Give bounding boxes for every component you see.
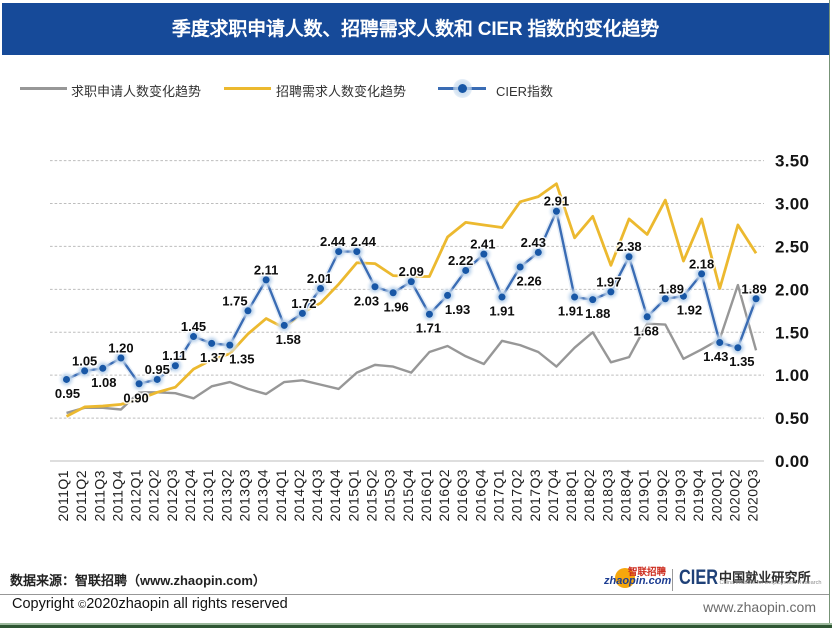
svg-text:2.50: 2.50 (775, 237, 809, 256)
svg-text:3.50: 3.50 (775, 152, 809, 171)
svg-text:2013Q1: 2013Q1 (200, 469, 216, 522)
svg-text:1.92: 1.92 (677, 303, 702, 318)
svg-text:2019Q2: 2019Q2 (654, 469, 670, 522)
svg-text:0.90: 0.90 (123, 390, 148, 405)
svg-text:0.00: 0.00 (775, 452, 809, 471)
svg-text:1.93: 1.93 (445, 302, 470, 317)
svg-text:1.75: 1.75 (222, 293, 247, 308)
svg-text:2015Q2: 2015Q2 (363, 469, 379, 522)
svg-text:2017Q3: 2017Q3 (527, 469, 543, 522)
svg-text:1.71: 1.71 (416, 321, 441, 336)
svg-text:2015Q3: 2015Q3 (382, 469, 398, 522)
svg-text:1.89: 1.89 (741, 281, 766, 296)
svg-text:2012Q4: 2012Q4 (182, 469, 198, 522)
svg-text:1.68: 1.68 (634, 323, 659, 338)
svg-text:1.50: 1.50 (775, 323, 809, 342)
svg-text:2015Q1: 2015Q1 (345, 469, 361, 522)
svg-text:2014Q2: 2014Q2 (291, 469, 307, 522)
svg-text:0.95: 0.95 (55, 386, 80, 401)
svg-text:2018Q3: 2018Q3 (599, 469, 615, 522)
svg-text:2012Q1: 2012Q1 (128, 469, 144, 522)
svg-text:2015Q4: 2015Q4 (400, 469, 416, 522)
svg-text:2.18: 2.18 (689, 256, 714, 271)
svg-text:1.35: 1.35 (229, 352, 254, 367)
svg-text:1.45: 1.45 (181, 319, 206, 334)
svg-text:2018Q2: 2018Q2 (581, 469, 597, 522)
svg-text:2017Q1: 2017Q1 (491, 469, 507, 522)
svg-text:1.11: 1.11 (162, 348, 187, 363)
svg-text:2.91: 2.91 (544, 194, 569, 209)
svg-text:2011Q3: 2011Q3 (91, 470, 107, 521)
svg-text:2018Q4: 2018Q4 (618, 469, 634, 522)
svg-text:2020Q3: 2020Q3 (745, 469, 761, 522)
svg-text:2013Q2: 2013Q2 (218, 469, 234, 522)
svg-text:2.01: 2.01 (307, 271, 332, 286)
svg-text:3.00: 3.00 (775, 195, 809, 214)
svg-text:2.09: 2.09 (399, 264, 424, 279)
svg-text:1.08: 1.08 (91, 375, 116, 390)
svg-text:1.88: 1.88 (585, 306, 610, 321)
svg-text:2020Q2: 2020Q2 (726, 469, 742, 522)
svg-text:2020Q1: 2020Q1 (708, 469, 724, 522)
svg-text:1.97: 1.97 (596, 274, 621, 289)
svg-text:0.50: 0.50 (775, 409, 809, 428)
svg-text:2016Q3: 2016Q3 (454, 469, 470, 522)
svg-text:2014Q1: 2014Q1 (273, 469, 289, 522)
svg-text:2016Q1: 2016Q1 (418, 469, 434, 522)
svg-text:1.91: 1.91 (489, 304, 514, 319)
svg-text:2014Q3: 2014Q3 (309, 469, 325, 522)
svg-text:2.44: 2.44 (320, 234, 346, 249)
svg-text:2011Q4: 2011Q4 (109, 470, 125, 521)
svg-text:1.91: 1.91 (558, 304, 583, 319)
svg-text:2011Q1: 2011Q1 (55, 470, 71, 521)
svg-text:2019Q4: 2019Q4 (690, 469, 706, 522)
svg-text:1.43: 1.43 (703, 349, 728, 364)
svg-text:2018Q1: 2018Q1 (563, 469, 579, 522)
svg-text:1.37: 1.37 (200, 350, 225, 365)
svg-text:1.96: 1.96 (383, 299, 408, 314)
svg-text:2017Q2: 2017Q2 (509, 469, 525, 522)
svg-text:1.89: 1.89 (659, 281, 684, 296)
svg-text:1.72: 1.72 (291, 296, 316, 311)
svg-text:2013Q3: 2013Q3 (236, 469, 252, 522)
svg-text:1.00: 1.00 (775, 366, 809, 385)
svg-text:1.20: 1.20 (108, 341, 133, 356)
svg-text:2012Q3: 2012Q3 (164, 469, 180, 522)
svg-text:1.35: 1.35 (729, 354, 754, 369)
svg-text:0.95: 0.95 (145, 362, 170, 377)
svg-text:2.41: 2.41 (470, 237, 495, 252)
svg-text:2.00: 2.00 (775, 280, 809, 299)
svg-text:2.26: 2.26 (516, 274, 541, 289)
svg-text:2013Q4: 2013Q4 (255, 469, 271, 522)
svg-text:2012Q2: 2012Q2 (146, 469, 162, 522)
svg-text:1.05: 1.05 (72, 353, 97, 368)
svg-text:2011Q2: 2011Q2 (73, 470, 89, 521)
svg-text:2.11: 2.11 (254, 262, 279, 277)
svg-text:2.38: 2.38 (616, 239, 641, 254)
svg-text:2019Q1: 2019Q1 (636, 469, 652, 522)
svg-text:2017Q4: 2017Q4 (545, 469, 561, 522)
svg-text:2.03: 2.03 (354, 293, 379, 308)
svg-text:2.44: 2.44 (351, 234, 377, 249)
svg-text:1.58: 1.58 (276, 332, 301, 347)
svg-text:2.43: 2.43 (521, 235, 546, 250)
svg-text:2014Q4: 2014Q4 (327, 469, 343, 522)
svg-text:2019Q3: 2019Q3 (672, 469, 688, 522)
svg-text:2016Q2: 2016Q2 (436, 469, 452, 522)
svg-text:2016Q4: 2016Q4 (472, 469, 488, 522)
svg-text:2.22: 2.22 (448, 253, 473, 268)
